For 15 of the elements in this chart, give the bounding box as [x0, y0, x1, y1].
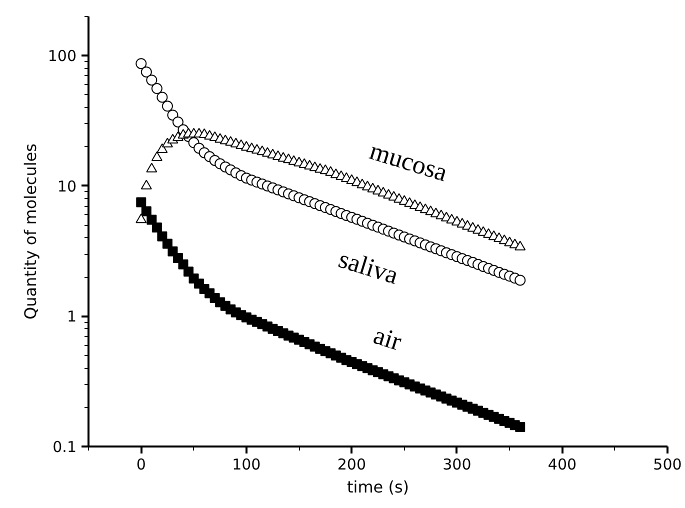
y-tick-label: 0.1 — [52, 438, 77, 456]
text: saliva — [335, 244, 402, 290]
text: mucosa — [366, 136, 452, 188]
x-tick-label: 400 — [548, 456, 577, 474]
y-axis-title: Quantity of molecules — [20, 144, 40, 320]
x-tick-label: 0 — [136, 456, 146, 474]
x-tick-label: 300 — [442, 456, 472, 474]
x-axis-title: time (s) — [346, 478, 410, 496]
y-tick-label: 100 — [48, 47, 77, 66]
x-tick-label: 500 — [653, 456, 682, 474]
text: air — [370, 320, 406, 356]
x-tick-label: 200 — [337, 456, 366, 474]
y-tick-label: 1 — [66, 308, 77, 326]
y-tick-label: 10 — [57, 177, 77, 196]
x-tick-label: 100 — [232, 456, 261, 474]
